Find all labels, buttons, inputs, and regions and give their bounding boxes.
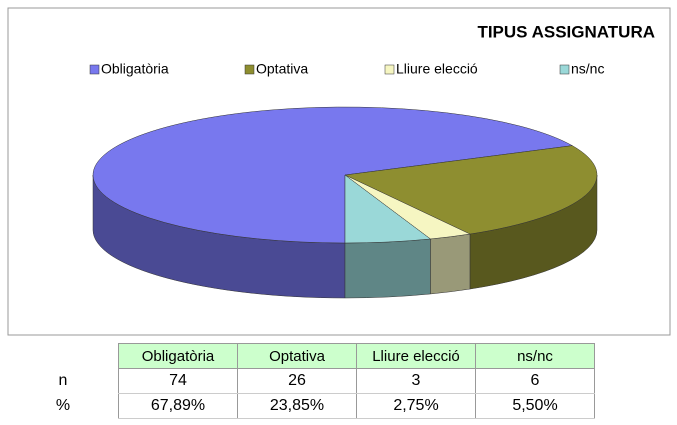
row-label: n <box>58 372 68 389</box>
chart: TIPUS ASSIGNATURA Obligatòria Optativa Lli… <box>7 7 671 336</box>
cell: 74 <box>118 368 238 394</box>
cell: 26 <box>237 368 357 394</box>
cell: 6 <box>475 368 595 394</box>
chart-title: TIPUS ASSIGNATURA <box>477 22 655 41</box>
legend-label: ns/nc <box>571 61 604 77</box>
pie-side <box>344 238 431 299</box>
pie-slice <box>344 174 432 244</box>
legend-label: Optativa <box>256 61 308 77</box>
legend-swatch <box>89 64 100 75</box>
legend-swatch <box>244 64 255 75</box>
corner <box>8 344 119 369</box>
row-label: % <box>55 397 71 414</box>
cell: 3 <box>356 368 476 394</box>
cell: 2,75% <box>356 393 476 419</box>
header-cell: Obligatòria <box>118 343 238 369</box>
header-row: Obligatòria Optativa Lliure elecció ns/n… <box>8 343 595 369</box>
legend-label: Lliure elecció <box>396 61 478 77</box>
header-cell: ns/nc <box>475 343 595 369</box>
pie-side <box>430 233 471 295</box>
legend-swatch <box>559 64 570 75</box>
pie-slice <box>92 106 574 244</box>
legend-label: Obligatòria <box>101 61 169 77</box>
cell: 23,85% <box>237 393 357 419</box>
cell: 5,50% <box>475 393 595 419</box>
n-row: n 74 26 3 6 <box>8 368 595 394</box>
header-cell: Optativa <box>237 343 357 369</box>
cell: 67,89% <box>118 393 238 419</box>
header-cell: Lliure elecció <box>356 343 476 369</box>
percent-row: % 67,89% 23,85% 2,75% 5,50% <box>8 393 595 419</box>
pie-slice <box>344 145 598 235</box>
legend-swatch <box>384 64 395 75</box>
data-table: Obligatòria Optativa Lliure elecció ns/n… <box>8 343 595 419</box>
